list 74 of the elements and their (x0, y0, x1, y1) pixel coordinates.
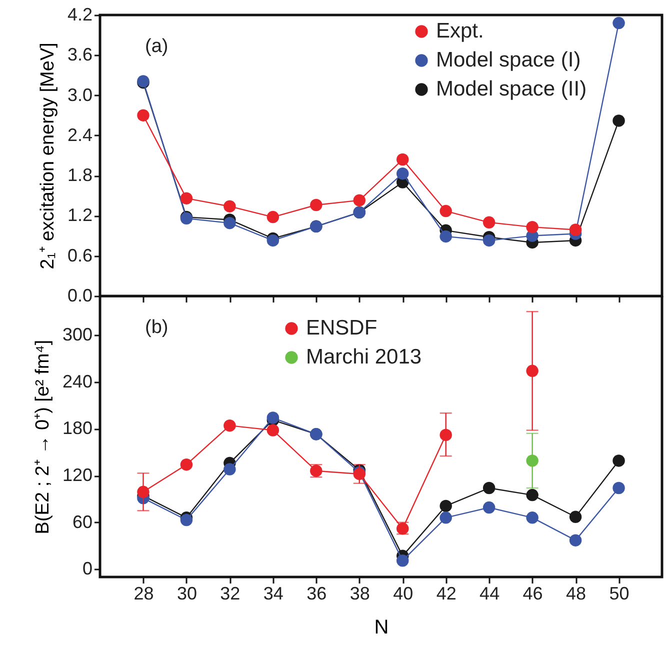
point (266, 210, 280, 224)
y-tick-label: 240 (62, 371, 92, 392)
point (224, 463, 236, 476)
x-axis-title: N (374, 616, 389, 638)
y-tick-label: 0 (82, 558, 92, 579)
point (526, 512, 538, 524)
point (137, 109, 150, 122)
y-tick-label: 300 (62, 324, 92, 345)
point (396, 153, 409, 166)
point (224, 419, 236, 432)
legend-label: Expt. (436, 20, 484, 42)
point (569, 224, 582, 236)
point (353, 194, 366, 206)
y-tick-label: 60 (72, 512, 92, 532)
x-tick-label: 34 (263, 584, 284, 604)
x-tick-label: 42 (436, 584, 456, 604)
y-axis-title: B(E2 ; 2⁺ → 0⁺) [e² fm⁴] (32, 340, 54, 534)
x-tick-label: 28 (134, 584, 154, 604)
y-tick-label: 1.8 (67, 165, 92, 186)
y-tick-label: 3.6 (67, 44, 92, 65)
point (180, 514, 193, 526)
x-tick-label: 38 (350, 584, 370, 604)
y-tick-label: 0.0 (67, 286, 92, 306)
point (526, 488, 538, 502)
point (440, 500, 452, 512)
legend-label: ENSDF (306, 316, 378, 340)
x-tick-label: 40 (393, 584, 414, 604)
point (137, 486, 150, 498)
point (396, 167, 409, 180)
point (266, 412, 280, 424)
y-tick-label: 4.2 (67, 4, 92, 24)
point (180, 192, 193, 204)
point (612, 16, 625, 30)
y-tick-label: 1.2 (67, 205, 92, 226)
legend-label: Marchi 2013 (306, 346, 422, 368)
point (396, 554, 409, 567)
x-tick-label: 50 (609, 584, 630, 604)
x-tick-label: 48 (566, 584, 586, 604)
x-tick-label: 46 (522, 584, 543, 604)
point (569, 510, 582, 524)
x-tick-label: 36 (306, 584, 327, 604)
point (266, 424, 280, 436)
point (482, 482, 496, 494)
point (224, 200, 236, 212)
y-axis-title: 2₁⁺ excitation energy [MeV] (37, 42, 58, 270)
y-tick-label: 120 (62, 465, 92, 486)
y-tick-label: 180 (62, 418, 92, 438)
point (526, 220, 538, 234)
y-tick-label: 0.6 (67, 245, 92, 266)
point (526, 454, 538, 467)
point (612, 454, 625, 467)
y-tick-label: 3.0 (67, 84, 92, 105)
point (482, 234, 496, 247)
point (440, 230, 452, 243)
point (612, 114, 625, 127)
point (224, 216, 236, 230)
legend-label: Model space (I) (436, 48, 581, 72)
point (440, 204, 452, 218)
point (482, 501, 496, 514)
point (440, 428, 452, 442)
y-tick-label: 2.4 (67, 124, 92, 145)
point (526, 364, 538, 378)
x-tick-label: 30 (176, 584, 197, 604)
annotation: (a) (145, 36, 168, 57)
point (310, 198, 322, 212)
x-tick-label: 44 (480, 584, 500, 604)
x-tick-label: 32 (220, 584, 240, 604)
point (612, 482, 625, 494)
point (569, 534, 582, 546)
legend-label: Model space (II) (436, 78, 587, 100)
point (482, 216, 496, 229)
point (180, 458, 193, 471)
point (440, 512, 452, 524)
annotation: (b) (145, 317, 168, 338)
